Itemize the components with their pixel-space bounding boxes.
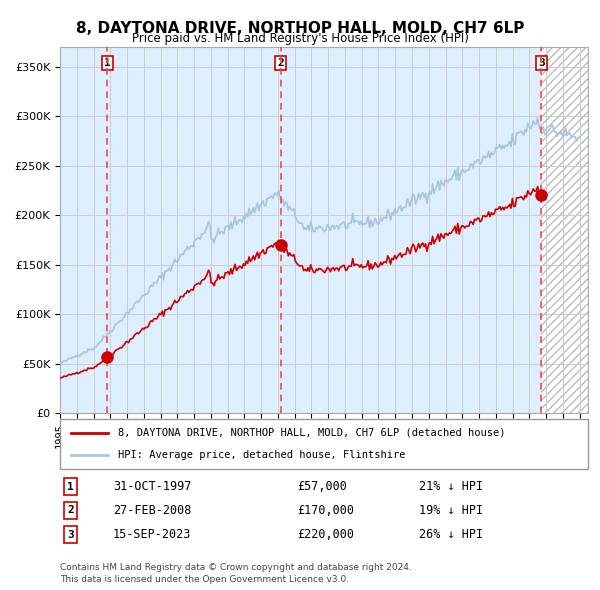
- Text: 31-OCT-1997: 31-OCT-1997: [113, 480, 191, 493]
- Text: £220,000: £220,000: [298, 528, 355, 541]
- Text: Contains HM Land Registry data © Crown copyright and database right 2024.: Contains HM Land Registry data © Crown c…: [60, 563, 412, 572]
- Text: 1: 1: [104, 58, 111, 68]
- Text: 2: 2: [277, 58, 284, 68]
- Text: 1: 1: [67, 482, 74, 491]
- Text: Price paid vs. HM Land Registry's House Price Index (HPI): Price paid vs. HM Land Registry's House …: [131, 32, 469, 45]
- Text: 8, DAYTONA DRIVE, NORTHOP HALL, MOLD, CH7 6LP: 8, DAYTONA DRIVE, NORTHOP HALL, MOLD, CH…: [76, 21, 524, 35]
- Text: 3: 3: [538, 58, 545, 68]
- FancyBboxPatch shape: [60, 419, 588, 469]
- Bar: [541, 47, 588, 413]
- Bar: [541, 47, 588, 413]
- Text: 3: 3: [67, 530, 74, 540]
- Text: £57,000: £57,000: [298, 480, 347, 493]
- Text: HPI: Average price, detached house, Flintshire: HPI: Average price, detached house, Flin…: [118, 450, 406, 460]
- Text: 19% ↓ HPI: 19% ↓ HPI: [419, 504, 483, 517]
- Text: 15-SEP-2023: 15-SEP-2023: [113, 528, 191, 541]
- Text: £170,000: £170,000: [298, 504, 355, 517]
- Bar: [60, 47, 541, 413]
- Text: 2: 2: [67, 506, 74, 515]
- Text: 8, DAYTONA DRIVE, NORTHOP HALL, MOLD, CH7 6LP (detached house): 8, DAYTONA DRIVE, NORTHOP HALL, MOLD, CH…: [118, 428, 506, 438]
- Text: 26% ↓ HPI: 26% ↓ HPI: [419, 528, 483, 541]
- Text: 27-FEB-2008: 27-FEB-2008: [113, 504, 191, 517]
- Text: This data is licensed under the Open Government Licence v3.0.: This data is licensed under the Open Gov…: [60, 575, 349, 584]
- Text: 21% ↓ HPI: 21% ↓ HPI: [419, 480, 483, 493]
